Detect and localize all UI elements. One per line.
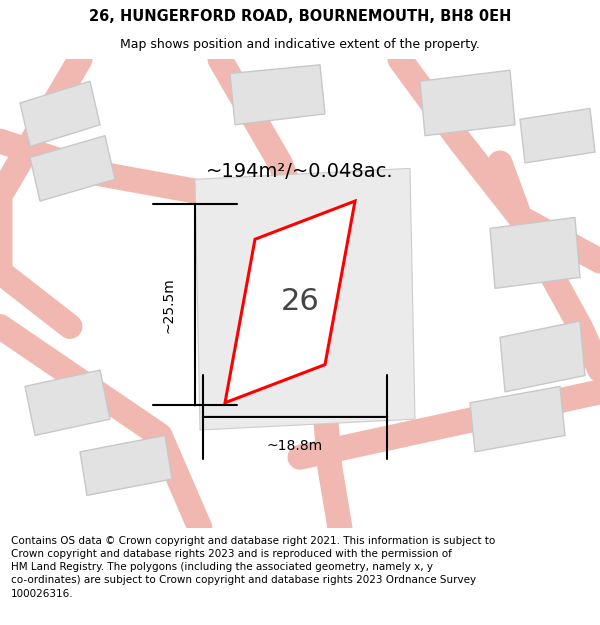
Text: ~25.5m: ~25.5m: [161, 277, 175, 332]
Text: Map shows position and indicative extent of the property.: Map shows position and indicative extent…: [120, 38, 480, 51]
Polygon shape: [20, 81, 100, 147]
Polygon shape: [25, 370, 110, 436]
Polygon shape: [80, 436, 172, 496]
Text: ~18.8m: ~18.8m: [267, 439, 323, 453]
Polygon shape: [490, 217, 580, 288]
Polygon shape: [500, 321, 585, 392]
Polygon shape: [30, 136, 115, 201]
Text: ~194m²/~0.048ac.: ~194m²/~0.048ac.: [206, 162, 394, 181]
Text: 26: 26: [281, 288, 319, 316]
Polygon shape: [420, 70, 515, 136]
Polygon shape: [195, 168, 415, 430]
Text: 26, HUNGERFORD ROAD, BOURNEMOUTH, BH8 0EH: 26, HUNGERFORD ROAD, BOURNEMOUTH, BH8 0E…: [89, 9, 511, 24]
Polygon shape: [520, 108, 595, 163]
Polygon shape: [470, 386, 565, 452]
Polygon shape: [225, 201, 355, 402]
Text: Contains OS data © Crown copyright and database right 2021. This information is : Contains OS data © Crown copyright and d…: [11, 536, 495, 599]
Polygon shape: [230, 65, 325, 125]
